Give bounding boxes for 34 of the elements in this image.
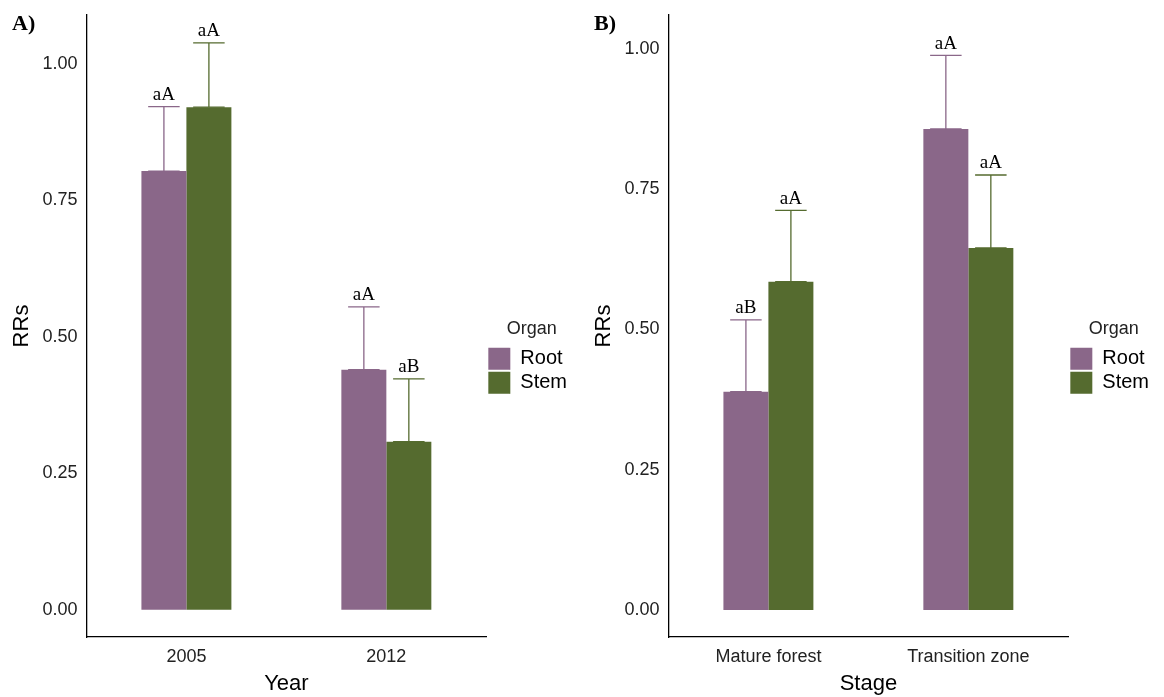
legend-label: Stem — [520, 370, 568, 393]
y-tick-label: 0.00 — [624, 599, 660, 620]
y-tick-label: 0.25 — [42, 462, 78, 483]
chart-title: B) — [594, 10, 616, 36]
annotation: aA — [779, 186, 803, 208]
legend-label: Root — [520, 346, 564, 369]
annotation: aB — [398, 355, 420, 377]
y-tick-label: 0.50 — [624, 318, 660, 339]
y-tick-label: 0.25 — [624, 458, 660, 479]
x-tick-label: 2012 — [366, 645, 407, 666]
y-tick-label: 0.50 — [42, 325, 78, 346]
annotation: aA — [197, 19, 221, 41]
x-axis-title: Stage — [839, 669, 898, 695]
y-axis-title: RRs — [590, 304, 616, 348]
y-tick-label: 0.75 — [42, 189, 78, 210]
x-tick-label: Transition zone — [907, 645, 1030, 666]
legend-label: Root — [1102, 346, 1146, 369]
chart-title: A) — [12, 10, 36, 36]
legend-title: Organ — [506, 318, 557, 339]
y-tick-label: 1.00 — [624, 37, 660, 58]
annotation: aA — [352, 283, 376, 305]
y-axis-title: RRs — [8, 304, 34, 348]
x-axis-title: Year — [264, 669, 309, 695]
annotation: aA — [979, 151, 1003, 173]
annotation: aA — [152, 83, 176, 105]
y-tick-label: 0.00 — [42, 598, 78, 619]
legend-label: Stem — [1102, 370, 1150, 393]
x-tick-label: 2005 — [166, 645, 207, 666]
x-tick-label: Mature forest — [715, 645, 822, 666]
y-tick-label: 1.00 — [42, 53, 78, 74]
annotation: aB — [735, 296, 757, 318]
legend-title: Organ — [1088, 318, 1139, 339]
annotation: aA — [934, 31, 958, 53]
y-tick-label: 0.75 — [624, 177, 660, 198]
